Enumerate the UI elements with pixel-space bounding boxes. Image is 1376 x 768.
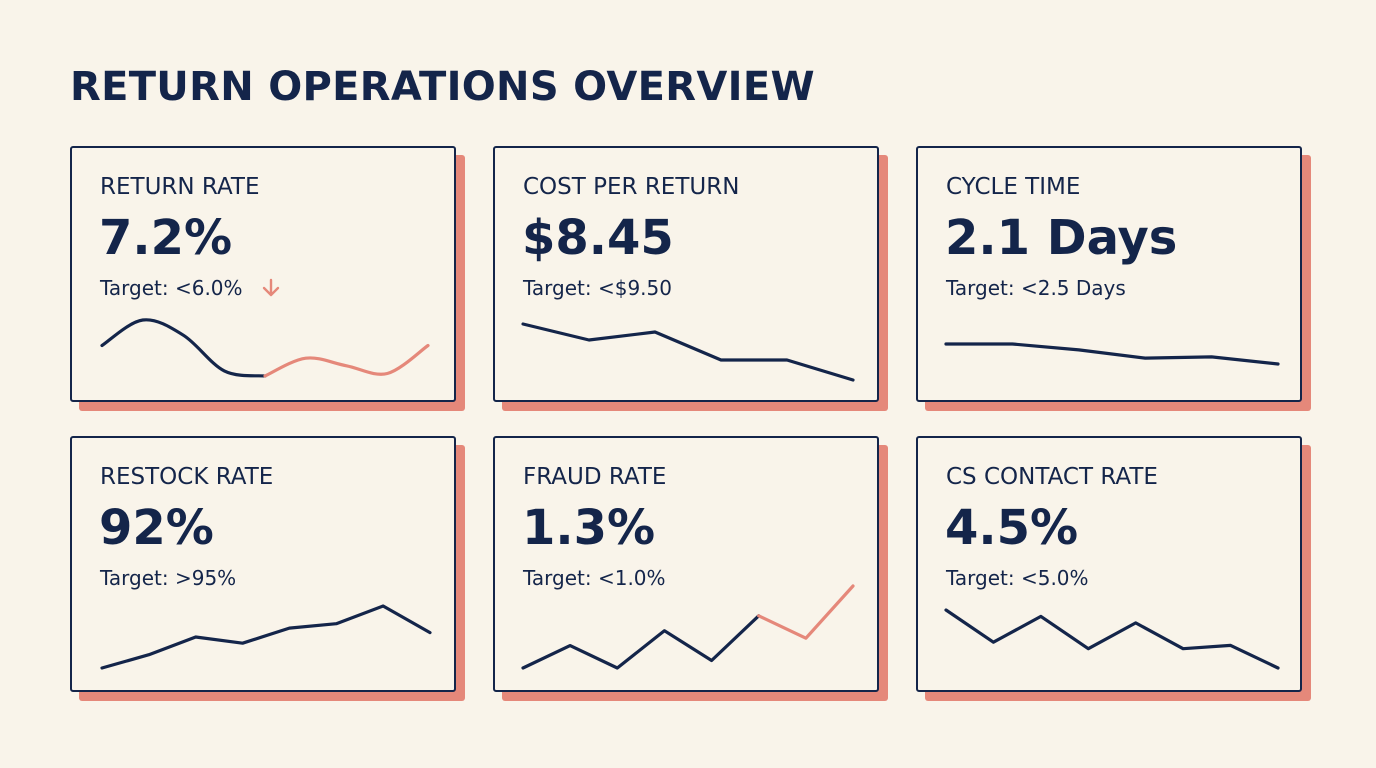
series-line [521, 322, 855, 382]
sparkline-fraud-rate [521, 584, 855, 670]
series-line [944, 342, 1280, 366]
series-line [944, 608, 1280, 670]
kpi-card-return-rate: RETURN RATE 7.2% Target: <6.0% [70, 146, 456, 402]
page-title: RETURN OPERATIONS OVERVIEW [70, 64, 815, 110]
kpi-card-fraud-rate: FRAUD RATE 1.3% Target: <1.0% [493, 436, 879, 692]
arrow-down-icon [262, 278, 280, 297]
kpi-value: 7.2% [99, 210, 233, 266]
kpi-label: RESTOCK RATE [100, 464, 274, 490]
kpi-card-cycle-time: CYCLE TIME 2.1 Days Target: <2.5 Days [916, 146, 1302, 402]
kpi-value: 4.5% [945, 500, 1079, 556]
kpi-value: 2.1 Days [945, 210, 1178, 266]
kpi-target: Target: <2.5 Days [946, 276, 1126, 300]
sparkline-return-rate [100, 318, 430, 378]
kpi-label: FRAUD RATE [523, 464, 667, 490]
series-line-highlight [757, 584, 855, 640]
kpi-card-restock-rate: RESTOCK RATE 92% Target: >95% [70, 436, 456, 692]
series-line [100, 318, 267, 378]
kpi-label: CS CONTACT RATE [946, 464, 1158, 490]
kpi-label: RETURN RATE [100, 174, 260, 200]
sparkline-cs-contact-rate [944, 608, 1280, 670]
sparkline-restock-rate [100, 604, 432, 670]
sparkline-cost-per-return [521, 322, 855, 382]
series-line [521, 614, 761, 670]
series-line-highlight [263, 343, 430, 378]
kpi-target: Target: <$9.50 [523, 276, 672, 300]
kpi-card-cost-per-return: COST PER RETURN $8.45 Target: <$9.50 [493, 146, 879, 402]
kpi-target: Target: <1.0% [523, 566, 666, 590]
kpi-label: CYCLE TIME [946, 174, 1081, 200]
kpi-card-cs-contact-rate: CS CONTACT RATE 4.5% Target: <5.0% [916, 436, 1302, 692]
kpi-target: Target: >95% [100, 566, 237, 590]
kpi-value: $8.45 [522, 210, 674, 266]
kpi-target: Target: <6.0% [100, 276, 243, 300]
sparkline-cycle-time [944, 342, 1280, 366]
kpi-value: 1.3% [522, 500, 656, 556]
kpi-label: COST PER RETURN [523, 174, 740, 200]
kpi-target: Target: <5.0% [946, 566, 1089, 590]
kpi-value: 92% [99, 500, 214, 556]
series-line [100, 604, 432, 670]
